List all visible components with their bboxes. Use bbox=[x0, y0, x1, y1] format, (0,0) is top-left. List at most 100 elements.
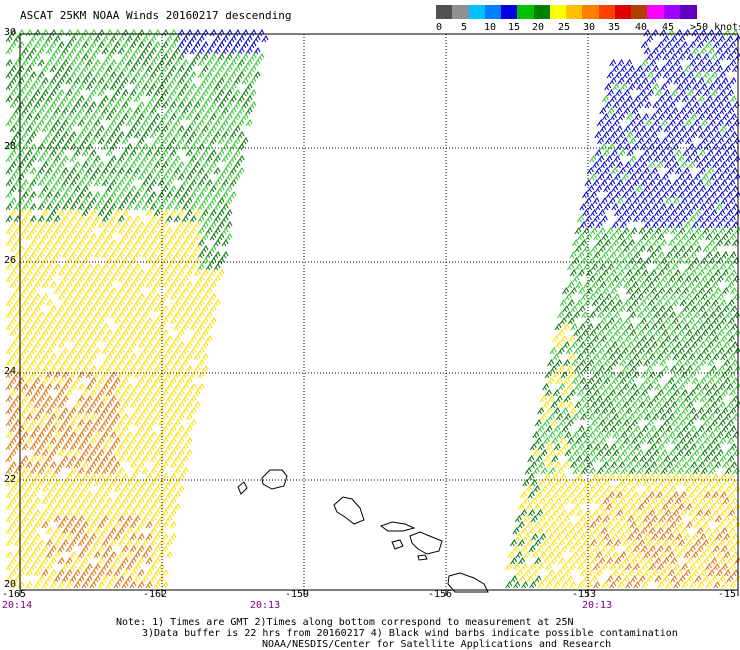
wind-barb bbox=[527, 491, 535, 499]
wind-barb bbox=[567, 299, 575, 307]
wind-barb bbox=[77, 83, 85, 91]
wind-barb bbox=[165, 515, 173, 523]
wind-barb bbox=[592, 527, 600, 535]
wind-barb bbox=[93, 35, 101, 43]
wind-barb bbox=[109, 419, 117, 427]
wind-barb bbox=[117, 491, 125, 499]
wind-barb bbox=[173, 431, 181, 439]
wind-barb bbox=[671, 491, 679, 499]
wind-barb bbox=[648, 563, 656, 571]
wind-barb bbox=[691, 29, 699, 37]
wind-barb bbox=[666, 167, 674, 175]
wind-barb bbox=[711, 89, 718, 97]
wind-barb bbox=[85, 287, 93, 295]
wind-barb bbox=[101, 563, 109, 571]
wind-barb bbox=[117, 167, 125, 175]
wind-barb bbox=[661, 329, 669, 337]
wind-barb bbox=[121, 329, 129, 337]
wind-barb bbox=[93, 455, 101, 463]
wind-barb bbox=[73, 497, 81, 505]
wind-barb bbox=[169, 281, 177, 289]
wind-barb bbox=[612, 467, 620, 475]
wind-barb bbox=[707, 185, 715, 193]
wind-barb bbox=[585, 269, 593, 277]
wind-barb bbox=[562, 497, 570, 505]
wind-barb bbox=[33, 245, 41, 253]
wind-barb bbox=[21, 431, 29, 439]
wind-barb bbox=[41, 281, 49, 289]
wind-barb bbox=[73, 185, 81, 193]
wind-barb bbox=[705, 581, 713, 589]
wind-barb bbox=[37, 251, 45, 259]
wind-barb bbox=[589, 539, 597, 547]
wind-barb bbox=[656, 509, 663, 517]
wind-barb bbox=[141, 203, 149, 211]
wind-barb bbox=[69, 515, 77, 523]
wind-barb bbox=[693, 503, 701, 511]
wind-barb bbox=[579, 395, 587, 403]
wind-barb bbox=[217, 209, 225, 217]
wind-barb bbox=[41, 221, 49, 229]
wind-barb bbox=[29, 311, 37, 319]
wind-barb bbox=[93, 431, 101, 439]
wind-barb bbox=[69, 35, 77, 43]
wind-barb bbox=[29, 179, 37, 187]
wind-barb bbox=[520, 527, 528, 535]
wind-barb bbox=[585, 443, 593, 451]
wind-barb bbox=[149, 95, 157, 103]
wind-barb bbox=[13, 503, 21, 511]
wind-barb bbox=[81, 197, 89, 205]
wind-barb bbox=[624, 197, 632, 205]
wind-barb bbox=[197, 179, 205, 187]
wind-barb bbox=[722, 113, 729, 121]
wind-barb bbox=[575, 455, 583, 463]
wind-barb bbox=[249, 53, 257, 61]
wind-barb bbox=[624, 335, 631, 343]
wind-barb bbox=[129, 197, 137, 205]
wind-barb bbox=[731, 569, 739, 577]
wind-barb bbox=[169, 317, 177, 325]
wind-barb bbox=[615, 455, 623, 463]
wind-barb bbox=[217, 185, 225, 193]
wind-barb bbox=[33, 233, 41, 241]
wind-barb bbox=[221, 203, 229, 211]
wind-barb bbox=[117, 563, 125, 571]
wind-barb bbox=[558, 401, 566, 409]
wind-barb bbox=[97, 485, 105, 493]
wind-barb bbox=[589, 173, 597, 181]
wind-barb bbox=[57, 173, 65, 181]
wind-barb bbox=[17, 377, 25, 385]
wind-barb bbox=[141, 455, 149, 463]
wind-barb bbox=[625, 251, 633, 259]
wind-barb bbox=[600, 371, 608, 379]
wind-barb bbox=[57, 137, 65, 145]
wind-barb bbox=[173, 383, 181, 391]
wind-barb bbox=[722, 497, 730, 505]
wind-barb bbox=[233, 29, 241, 37]
wind-barb bbox=[579, 239, 587, 247]
wind-barb bbox=[137, 569, 145, 577]
wind-barb bbox=[65, 113, 73, 121]
wind-barb bbox=[125, 539, 133, 547]
wind-barb bbox=[720, 335, 727, 343]
wind-barb bbox=[129, 533, 137, 541]
wind-barb bbox=[670, 245, 678, 253]
wind-barb bbox=[635, 413, 643, 421]
wind-barb bbox=[713, 59, 721, 67]
wind-barb bbox=[77, 443, 85, 451]
wind-barb bbox=[173, 467, 181, 475]
wind-barb bbox=[93, 263, 101, 271]
wind-barb bbox=[81, 425, 89, 433]
wind-barb bbox=[704, 335, 711, 343]
wind-barb bbox=[652, 467, 660, 475]
wind-barb bbox=[636, 275, 644, 283]
wind-barb bbox=[5, 59, 13, 67]
wind-barb bbox=[608, 353, 616, 361]
wind-barb bbox=[13, 107, 21, 115]
wind-barb bbox=[570, 497, 578, 505]
wind-barb bbox=[632, 179, 640, 187]
wind-barb bbox=[628, 293, 636, 301]
wind-barb bbox=[714, 287, 721, 295]
wind-barb bbox=[562, 341, 570, 349]
wind-barb bbox=[237, 167, 245, 175]
